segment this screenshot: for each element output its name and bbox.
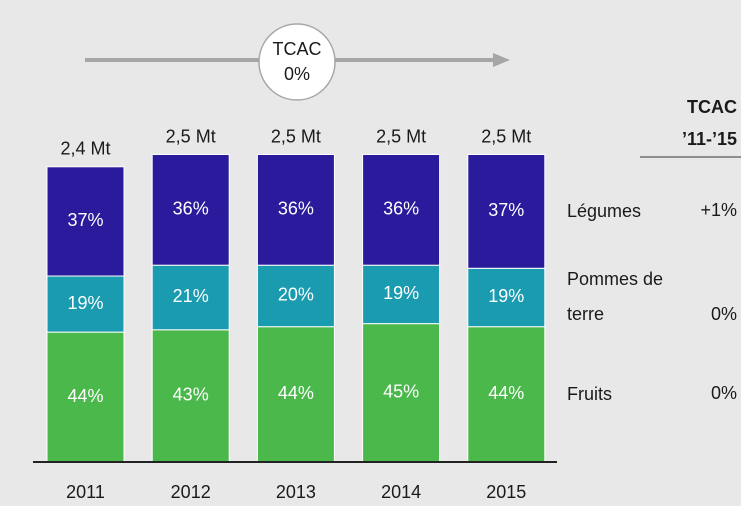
segment-label: 21% <box>173 286 209 306</box>
x-tick-label: 2015 <box>486 482 526 502</box>
bar-segment <box>256 264 335 328</box>
cagr-series: 0% <box>711 304 737 324</box>
arrow-head <box>493 53 510 67</box>
total-label: 2,5 Mt <box>481 126 531 146</box>
segment-label: 20% <box>278 285 314 305</box>
cagr-value: 0% <box>284 64 310 84</box>
cagr-title: TCAC <box>273 39 322 59</box>
segment-label: 36% <box>173 199 209 219</box>
segment-label: 19% <box>488 286 524 306</box>
segment-label: 37% <box>67 210 103 230</box>
bar-segment <box>467 326 546 463</box>
segment-label: 36% <box>278 199 314 219</box>
legend-item: Fruits <box>567 383 612 404</box>
bar-segment <box>151 264 230 331</box>
bar-segment <box>362 264 441 325</box>
legend-label: Légumes <box>567 200 642 221</box>
segment-label: 44% <box>488 383 524 403</box>
segment-label: 44% <box>67 386 103 406</box>
x-tick-label: 2013 <box>276 482 316 502</box>
cagr-series: 0% <box>711 383 737 403</box>
x-tick-label: 2011 <box>66 482 105 502</box>
bar-segment <box>46 331 125 463</box>
x-tick-label: 2012 <box>171 482 211 502</box>
total-label: 2,5 Mt <box>376 126 426 146</box>
total-label: 2,4 Mt <box>60 139 110 159</box>
legend-label: Fruits <box>567 383 612 404</box>
bar-segment <box>151 329 230 463</box>
bar-segment <box>256 154 335 266</box>
bar-segment <box>467 154 546 269</box>
segment-label: 19% <box>383 283 419 303</box>
segment-label: 43% <box>173 385 209 405</box>
cagr-period: ’11-’15 <box>682 129 737 149</box>
legend-item: Pommes de terre <box>567 269 664 325</box>
bar-segment <box>256 326 335 463</box>
bar-segment <box>362 154 441 266</box>
legend-item: Légumes <box>567 200 642 221</box>
segment-label: 37% <box>488 200 524 220</box>
cagr-circle <box>258 23 336 101</box>
segment-label: 19% <box>67 293 103 313</box>
total-label: 2,5 Mt <box>271 126 321 146</box>
bar-segment <box>151 154 230 266</box>
bar-segment <box>467 267 546 328</box>
bar-segment <box>46 166 125 277</box>
segment-label: 45% <box>383 382 419 402</box>
x-tick-label: 2014 <box>381 482 421 502</box>
cagr-series: +1% <box>700 200 737 220</box>
segment-label: 36% <box>383 199 419 219</box>
cagr-header: TCAC <box>687 97 737 117</box>
legend-label: Pommes de terre <box>567 269 664 325</box>
segment-label: 44% <box>278 383 314 403</box>
total-label: 2,5 Mt <box>166 126 216 146</box>
